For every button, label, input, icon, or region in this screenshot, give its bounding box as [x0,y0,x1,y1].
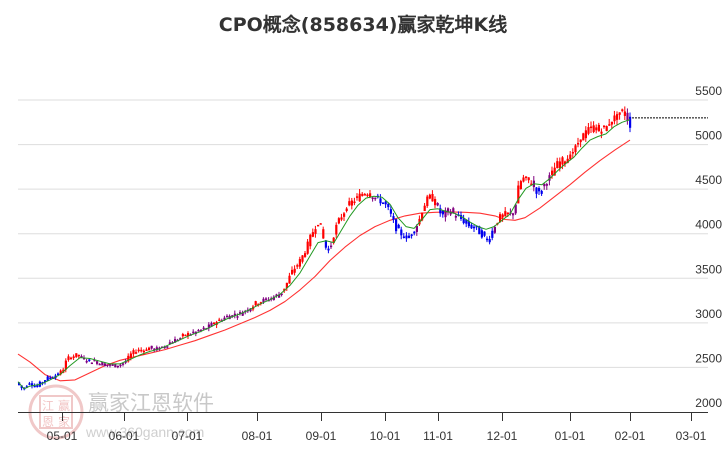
y-tick-label: 4000 [695,218,722,232]
chart-title: CPO概念(858634)赢家乾坤K线 [218,14,508,36]
y-tick-label: 3500 [695,262,722,276]
y-tick-label: 5000 [695,129,722,143]
x-tick-label: 06-01 [109,429,140,443]
watermark: 江赢恩 家 赢家江恩软件 www.360gann.com [28,384,214,440]
axes: 05-01 06-01 07-01 08-01 09-01 10-01 11-01 12-01… [18,412,708,443]
x-tick-label: 01-01 [555,429,586,443]
candles [18,106,632,391]
y-tick-label: 2500 [695,351,722,365]
gridlines: 2000 2500 3000 3500 4000 4500 5000 5500 [18,84,722,410]
x-tick-label: 03-01 [676,429,707,443]
watermark-name: 赢家江恩软件 [88,391,214,415]
svg-text:赢: 赢 [58,398,70,413]
svg-text:家: 家 [58,414,70,429]
y-tick-label: 2000 [695,396,722,410]
ma-short-line [17,119,631,390]
watermark-url: www.360gann.com [85,424,204,440]
y-tick-label: 4500 [695,173,722,187]
x-tick-label: 09-01 [306,429,337,443]
svg-text:恩: 恩 [42,415,54,429]
x-tick-label: 11-01 [423,429,453,443]
x-tick-label: 05-01 [47,429,78,443]
x-tick-label: 08-01 [242,429,273,443]
x-tick-label: 07-01 [172,429,203,443]
x-tick-label: 02-01 [615,429,646,443]
y-tick-label: 3000 [695,307,722,321]
x-tick-label: 10-01 [370,429,401,443]
svg-text:江: 江 [42,399,54,413]
ma-long-line [17,139,631,382]
x-tick-label: 12-01 [487,429,518,443]
y-tick-label: 5500 [695,84,722,98]
